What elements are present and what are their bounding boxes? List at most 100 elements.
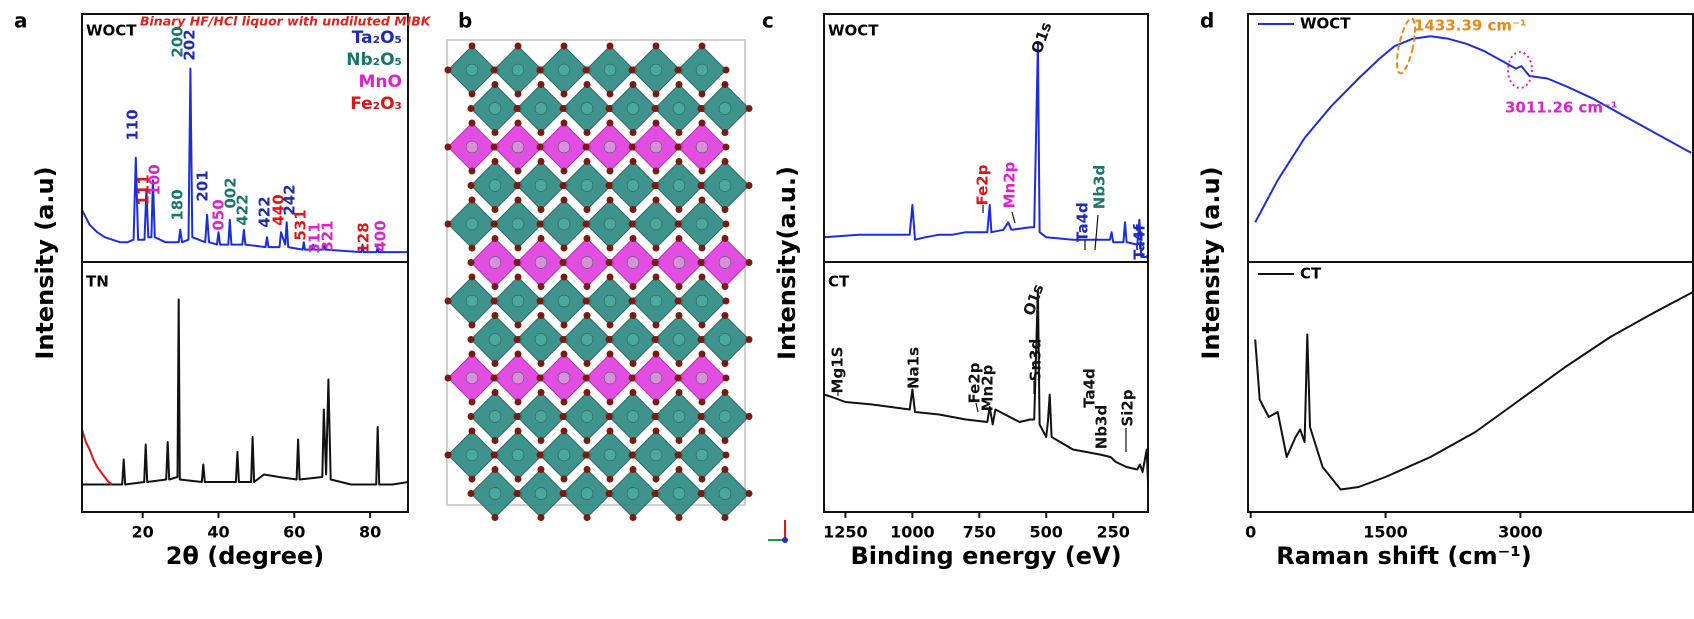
oxygen-atom	[490, 451, 498, 459]
atom	[695, 371, 709, 385]
oxygen-atom	[490, 66, 498, 74]
oxygen-atom	[698, 244, 706, 252]
oxygen-atom	[675, 129, 683, 136]
oxygen-atom	[629, 360, 637, 367]
oxygen-atom	[652, 42, 660, 50]
panel-label: c	[762, 9, 774, 33]
plot-frame	[823, 261, 1149, 513]
oxygen-atom	[537, 158, 545, 165]
oxygen-atom	[467, 105, 475, 112]
peak-label: 002	[222, 177, 240, 208]
oxygen-atom	[582, 374, 590, 382]
peak-label: 321	[319, 220, 337, 251]
oxygen-atom	[675, 514, 683, 521]
oxygen-atom	[606, 244, 614, 252]
atom	[488, 410, 502, 423]
peak-label: 111	[135, 174, 153, 205]
oxygen-atom	[652, 196, 660, 204]
oxygen-atom	[559, 105, 567, 112]
atom	[465, 371, 479, 385]
oxygen-atom	[491, 360, 499, 367]
oxygen-atom	[560, 321, 568, 329]
oxygen-atom	[629, 129, 637, 136]
atom	[511, 294, 525, 308]
oxygen-atom	[491, 437, 499, 444]
oxygen-atom	[444, 143, 452, 151]
oxygen-atom	[514, 427, 522, 435]
annotation: Nb3d	[1093, 405, 1111, 449]
atom	[649, 140, 663, 154]
annotation: 3011.26 cm⁻¹	[1505, 99, 1618, 117]
oxygen-atom	[628, 374, 636, 382]
atom	[465, 140, 479, 154]
oxygen-atom	[628, 451, 636, 459]
oxygen-atom	[675, 360, 683, 367]
oxygen-atom	[582, 297, 590, 305]
oxygen-atom	[628, 220, 636, 228]
oxygen-atom	[721, 466, 729, 473]
oxygen-atom	[605, 413, 613, 420]
oxygen-atom	[675, 312, 683, 319]
oxygen-atom	[722, 374, 730, 382]
oxygen-atom	[514, 273, 522, 281]
peak-label: 050	[210, 199, 228, 230]
oxygen-atom	[491, 158, 499, 165]
oxygen-atom	[697, 490, 705, 497]
subplot-title: CT	[828, 273, 850, 291]
oxygen-atom	[722, 451, 730, 459]
panel-label: b	[458, 9, 472, 33]
oxygen-atom	[536, 451, 544, 459]
peak-label: 400	[372, 220, 390, 251]
oxygen-atom	[491, 312, 499, 319]
oxygen-atom	[468, 167, 476, 175]
oxygen-atom	[490, 143, 498, 151]
subtitle: Binary HF/HCl liquor with undiluted MIBK	[140, 14, 432, 29]
atom	[649, 294, 663, 308]
phase-legend: Ta₂O₅	[352, 28, 402, 48]
atom	[695, 63, 709, 77]
x-tick-label: 500	[1030, 523, 1063, 542]
panel	[1254, 35, 1694, 491]
oxygen-atom	[468, 196, 476, 204]
phase-legend: MnO	[359, 72, 402, 92]
oxygen-atom	[537, 437, 545, 444]
oxygen-atom	[674, 143, 682, 151]
crystal-structure	[444, 39, 753, 521]
spectrum-line	[1254, 291, 1694, 491]
oxygen-atom	[583, 514, 591, 521]
oxygen-atom	[560, 427, 568, 435]
atom	[580, 256, 594, 269]
legend-label: CT	[1300, 265, 1322, 283]
oxygen-atom	[674, 374, 682, 382]
oxygen-atom	[491, 514, 499, 521]
oxygen-atom	[514, 167, 522, 175]
legend-label: WOCT	[1300, 15, 1351, 33]
atom	[534, 179, 548, 192]
atom	[580, 102, 594, 115]
oxygen-atom	[583, 283, 591, 290]
atom	[534, 102, 548, 115]
peak-label: 100	[146, 164, 164, 195]
atom	[557, 294, 571, 308]
oxygen-atom	[697, 413, 705, 420]
atom	[603, 63, 617, 77]
oxygen-atom	[606, 167, 614, 175]
oxygen-atom	[698, 42, 706, 50]
peak-label: 128	[355, 222, 373, 253]
oxygen-atom	[537, 312, 545, 319]
oxygen-atom	[582, 66, 590, 74]
atom	[511, 448, 525, 462]
annotation: Mn2p	[1001, 161, 1019, 208]
oxygen-atom	[606, 398, 614, 406]
oxygen-atom	[628, 66, 636, 74]
oxygen-atom	[537, 206, 545, 213]
x-tick-label: 750	[963, 523, 996, 542]
atom	[626, 487, 640, 500]
annotation: Sn3d	[1027, 339, 1045, 382]
annotation: Fe2p	[966, 362, 984, 403]
oxygen-atom	[559, 259, 567, 266]
oxygen-atom	[629, 312, 637, 319]
atom	[626, 256, 640, 269]
x-tick-label: 3000	[1498, 523, 1543, 542]
